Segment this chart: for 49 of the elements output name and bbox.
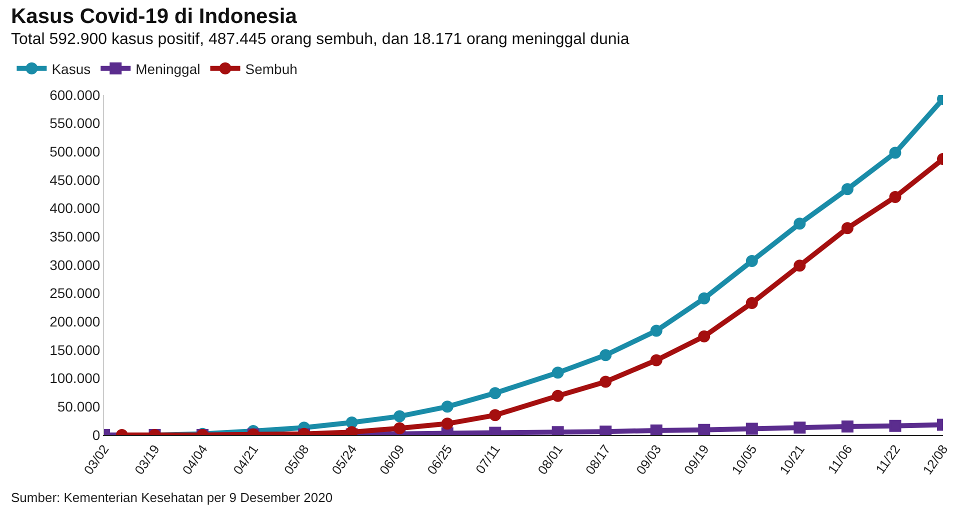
point [441,418,454,430]
point [650,424,662,435]
point [650,324,662,337]
point [746,422,758,435]
point [889,146,902,159]
y-tick-label: 200.000 [50,314,100,330]
chart-subtitle: Total 592.900 kasus positif, 487.445 orang sembuh, dan 18.171 orang meninggal dunia [11,31,630,48]
point [441,400,454,413]
point [650,354,662,366]
point [552,366,564,379]
y-tick-label: 50.000 [57,398,100,415]
point [746,255,758,268]
y-tick-label: 500.000 [50,144,100,160]
point [889,191,902,203]
point [489,409,502,422]
chart-title: Kasus Covid-19 di Indonesia [11,5,298,28]
point [794,422,806,434]
point [841,183,854,196]
y-tick-label: 450.000 [50,172,100,188]
point [394,422,406,434]
point [889,420,902,432]
point [698,330,710,342]
point [552,390,564,402]
y-tick-label: 400.000 [50,200,100,216]
text: Sumber: Kementerian Kesehatan per 9 Desember 2020 [11,490,333,505]
y-tick-label: 100.000 [50,370,100,386]
y-tick-label: 550.000 [50,115,100,132]
point [600,426,612,435]
y-tick-label: 0 [92,426,100,443]
point [841,222,854,234]
point [698,424,710,435]
y-tick-label: 250.000 [50,285,100,302]
legend-label: Sembuh [245,60,298,77]
legend-label: Kasus [52,60,91,77]
point [600,349,612,362]
point [794,218,806,230]
point [394,410,406,422]
y-tick-label: 600.000 [50,86,100,103]
point [489,387,502,400]
y-tick-label: 300.000 [50,256,100,273]
point [841,420,854,432]
point [746,296,758,309]
legend-label: Meninggal [136,60,200,77]
point [698,292,710,304]
y-tick-label: 150.000 [50,342,100,358]
point [794,260,806,272]
y-tick-label: 350.000 [50,228,100,245]
point [346,416,358,429]
point [600,376,612,388]
